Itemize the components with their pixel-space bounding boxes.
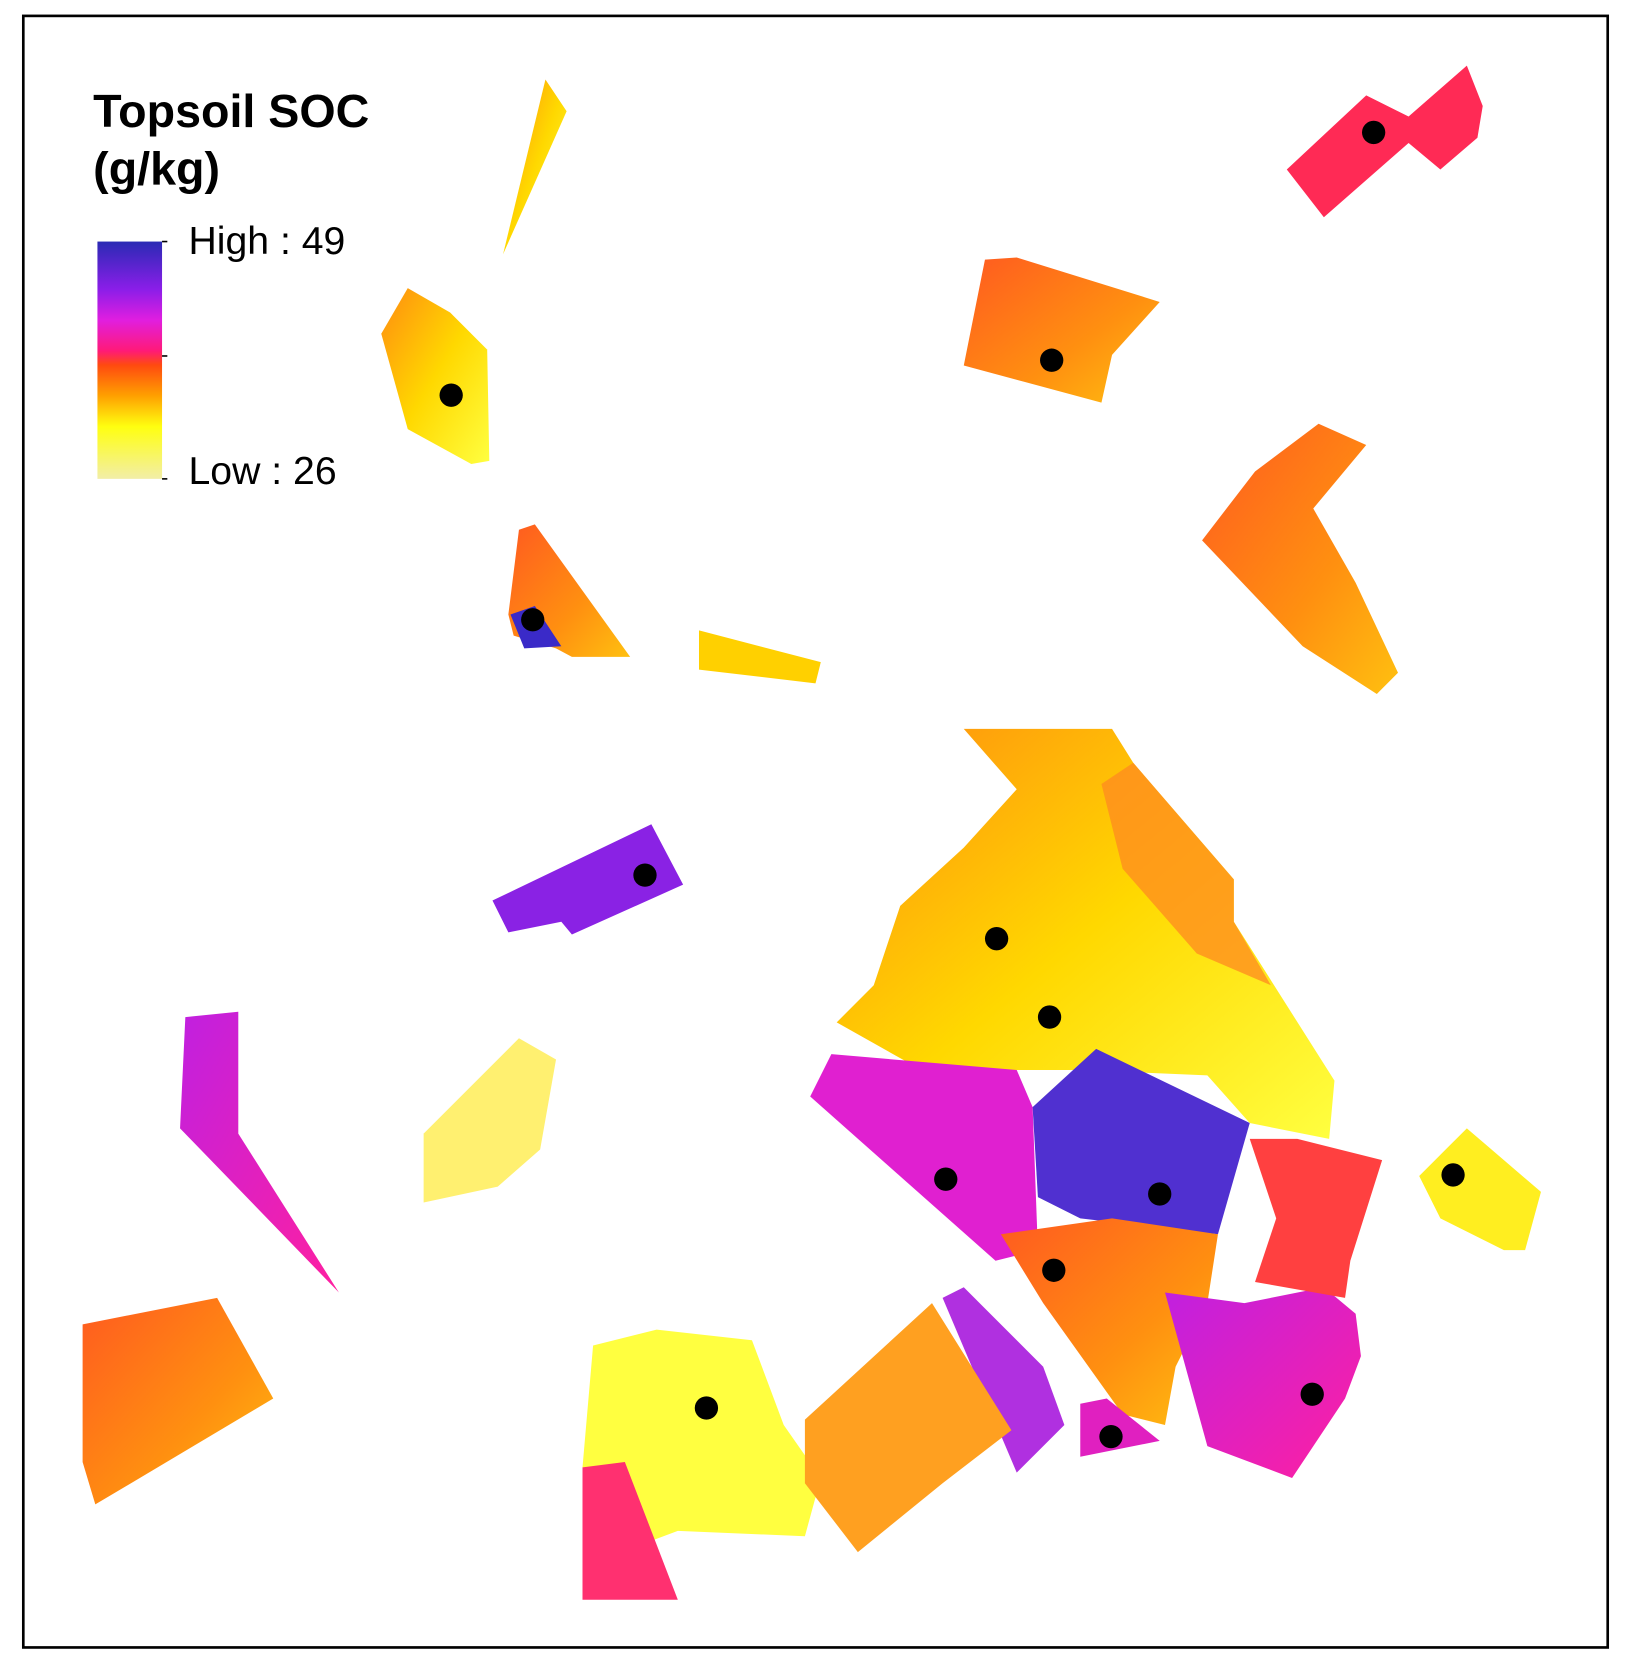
field [423, 1038, 557, 1203]
field [942, 1287, 1065, 1473]
field [582, 1329, 821, 1547]
field [1101, 762, 1271, 986]
field [381, 288, 490, 465]
sample-point [1040, 348, 1064, 372]
legend-title: Topsoil SOC [93, 85, 369, 137]
field [582, 1462, 678, 1600]
field [1032, 1048, 1250, 1235]
field [699, 630, 821, 684]
field [963, 257, 1160, 403]
sample-point [934, 1167, 958, 1191]
field [492, 824, 684, 935]
color-ramp [97, 241, 163, 479]
sample-point [1300, 1382, 1324, 1406]
sample-point [984, 927, 1009, 951]
field [1419, 1128, 1541, 1251]
legend-low-label: Low : 26 [189, 450, 337, 493]
field [82, 1297, 274, 1505]
sample-point [1099, 1424, 1123, 1449]
sample-point [1037, 1005, 1062, 1029]
field [1249, 1138, 1383, 1298]
sample-point [521, 608, 545, 632]
sample-point [1441, 1163, 1465, 1187]
sample-point [633, 863, 657, 887]
legend-title: (g/kg) [93, 142, 220, 194]
legend: Topsoil SOC (g/kg) High : 49 Low : 26 [93, 85, 369, 493]
legend-high-label: High : 49 [189, 220, 346, 263]
sample-point [1042, 1258, 1066, 1282]
sample-points [439, 120, 1465, 1449]
field [1165, 1287, 1361, 1478]
sample-point [1148, 1182, 1172, 1206]
sample-point [1361, 120, 1386, 145]
field [836, 728, 1335, 1139]
field [1202, 423, 1398, 694]
field [804, 1303, 1012, 1553]
sample-point [694, 1396, 719, 1420]
field [1080, 1398, 1160, 1457]
sample-point [439, 383, 463, 407]
field [810, 1054, 1038, 1261]
field [1286, 65, 1483, 218]
field [180, 1011, 339, 1293]
field [503, 79, 567, 255]
